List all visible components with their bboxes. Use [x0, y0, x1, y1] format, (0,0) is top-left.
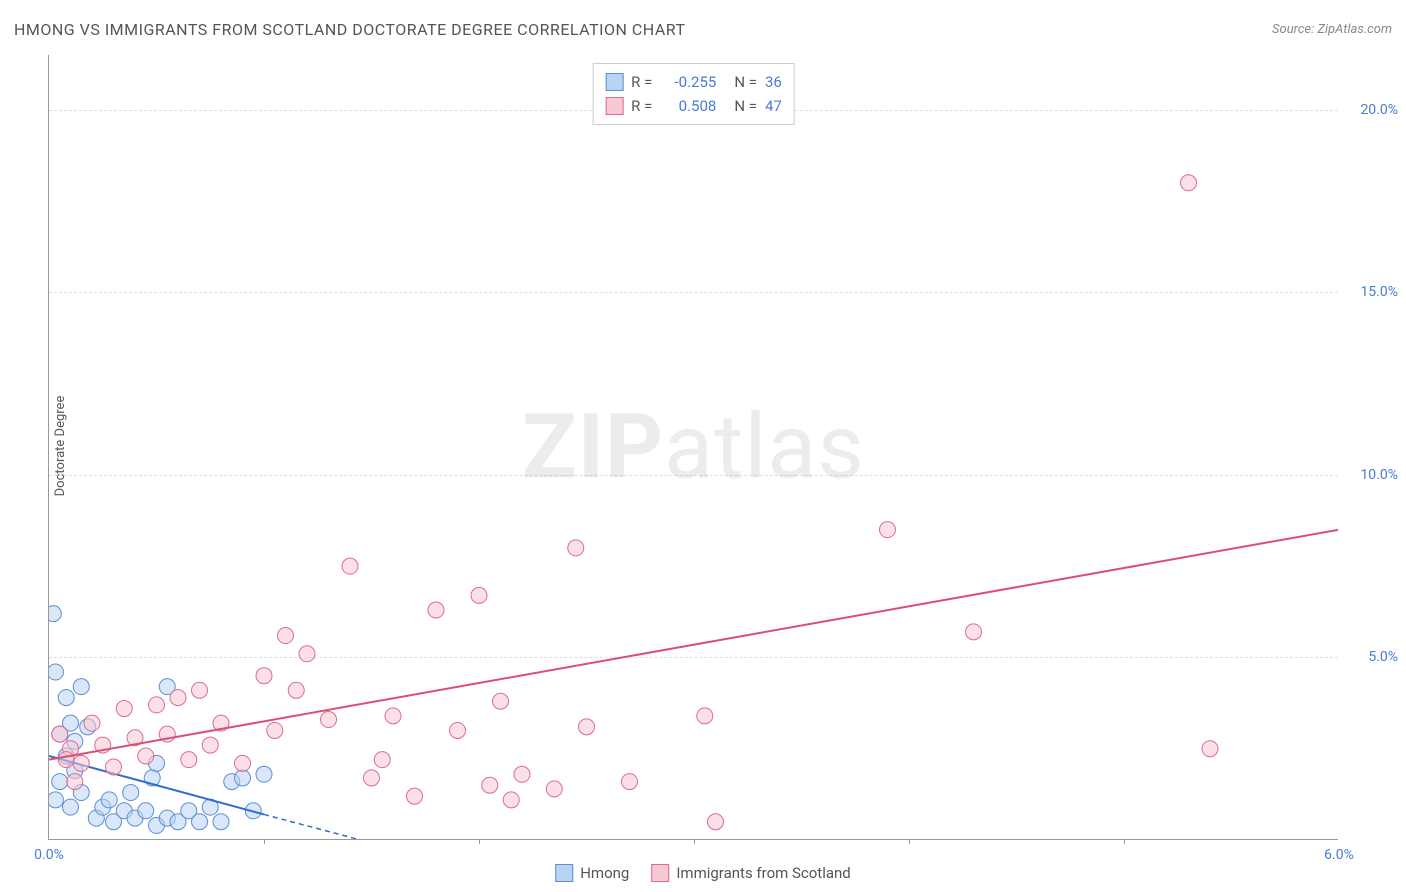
data-point — [192, 682, 208, 698]
data-point — [374, 752, 390, 768]
data-point — [106, 759, 122, 775]
data-point — [514, 766, 530, 782]
data-point — [622, 774, 638, 790]
data-point — [579, 719, 595, 735]
data-point — [138, 748, 154, 764]
x-tick-label: 0.0% — [34, 847, 64, 863]
legend-row: R = -0.255 N = 36 — [605, 70, 782, 94]
data-point — [101, 792, 117, 808]
data-point — [450, 722, 466, 738]
data-point — [63, 799, 79, 815]
data-point — [192, 814, 208, 830]
x-tick — [1124, 839, 1125, 844]
data-point — [213, 814, 229, 830]
data-point — [708, 814, 724, 830]
source-attribution: Source: ZipAtlas.com — [1272, 22, 1392, 37]
data-point — [966, 624, 982, 640]
data-point — [880, 522, 896, 538]
trend-line — [49, 530, 1338, 760]
data-point — [568, 540, 584, 556]
series-legend: Hmong Immigrants from Scotland — [555, 864, 851, 882]
x-tick — [694, 839, 695, 844]
data-point — [235, 770, 251, 786]
n-value: 47 — [765, 94, 782, 118]
r-value: 0.508 — [660, 94, 716, 118]
data-point — [1181, 175, 1197, 191]
x-tick — [479, 839, 480, 844]
chart-header: HMONG VS IMMIGRANTS FROM SCOTLAND DOCTOR… — [14, 20, 1392, 39]
n-label: N = — [734, 70, 757, 94]
data-point — [471, 587, 487, 603]
data-point — [546, 781, 562, 797]
x-tick-label: 6.0% — [1324, 847, 1354, 863]
source-prefix: Source: — [1272, 22, 1317, 37]
data-point — [385, 708, 401, 724]
legend-row: R = 0.508 N = 47 — [605, 94, 782, 118]
y-tick-label: 10.0% — [1343, 467, 1398, 483]
data-point — [256, 766, 272, 782]
data-point — [267, 722, 283, 738]
legend-swatch-blue — [605, 73, 623, 91]
data-point — [67, 774, 83, 790]
legend-swatch-pink — [651, 864, 669, 882]
x-tick — [909, 839, 910, 844]
data-point — [364, 770, 380, 786]
r-label: R = — [631, 70, 652, 94]
data-point — [288, 682, 304, 698]
y-tick-label: 5.0% — [1343, 649, 1398, 665]
data-point — [52, 774, 68, 790]
x-tick — [264, 839, 265, 844]
data-point — [149, 697, 165, 713]
n-label: N = — [734, 94, 757, 118]
legend-item: Hmong — [555, 864, 629, 882]
data-point — [493, 693, 509, 709]
y-tick-label: 15.0% — [1343, 284, 1398, 300]
r-label: R = — [631, 94, 652, 118]
data-point — [73, 755, 89, 771]
data-point — [138, 803, 154, 819]
data-point — [58, 690, 74, 706]
data-point — [202, 737, 218, 753]
legend-swatch-pink — [605, 97, 623, 115]
data-point — [58, 752, 74, 768]
legend-item: Immigrants from Scotland — [651, 864, 850, 882]
data-point — [482, 777, 498, 793]
chart-title: HMONG VS IMMIGRANTS FROM SCOTLAND DOCTOR… — [14, 20, 686, 39]
data-point — [49, 792, 63, 808]
data-point — [278, 628, 294, 644]
data-point — [697, 708, 713, 724]
data-point — [299, 646, 315, 662]
data-point — [52, 726, 68, 742]
data-point — [49, 664, 63, 680]
data-point — [123, 785, 139, 801]
legend-label: Hmong — [580, 864, 629, 882]
data-point — [170, 690, 186, 706]
source-name: ZipAtlas.com — [1317, 22, 1392, 37]
data-point — [428, 602, 444, 618]
r-value: -0.255 — [660, 70, 716, 94]
data-point — [407, 788, 423, 804]
data-point — [1202, 741, 1218, 757]
correlation-legend: R = -0.255 N = 36 R = 0.508 N = 47 — [592, 63, 795, 125]
data-point — [235, 755, 251, 771]
data-point — [321, 712, 337, 728]
n-value: 36 — [765, 70, 782, 94]
data-point — [181, 752, 197, 768]
chart-svg — [49, 55, 1338, 839]
data-point — [84, 715, 100, 731]
y-tick-label: 20.0% — [1343, 102, 1398, 118]
data-point — [116, 701, 132, 717]
data-point — [49, 606, 61, 622]
data-point — [503, 792, 519, 808]
data-point — [256, 668, 272, 684]
plot-area: ZIPatlas R = -0.255 N = 36 R = 0.508 N =… — [48, 55, 1338, 840]
legend-swatch-blue — [555, 864, 573, 882]
legend-label: Immigrants from Scotland — [676, 864, 850, 882]
data-point — [73, 679, 89, 695]
data-point — [342, 558, 358, 574]
trend-line-extension — [264, 814, 361, 839]
